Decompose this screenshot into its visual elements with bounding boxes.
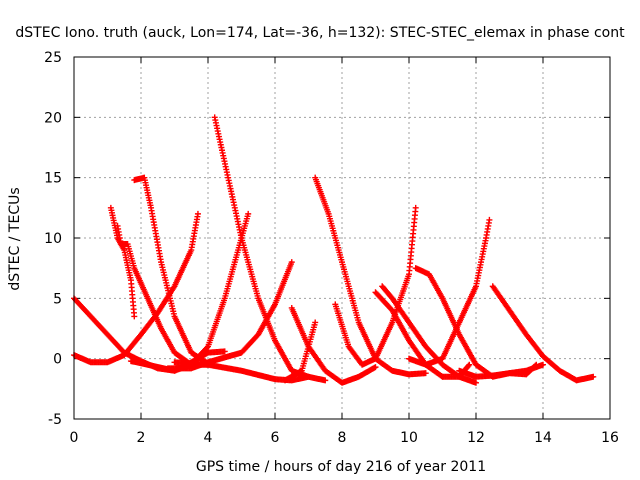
- data-series-track: [114, 222, 211, 368]
- y-axis-label: dSTEC / TECUs: [7, 187, 23, 290]
- data-series-track: [332, 204, 419, 368]
- y-tick-label: 5: [53, 291, 62, 307]
- data-series-track: [131, 174, 211, 367]
- data-point-marker: [412, 204, 419, 211]
- data-point-marker: [305, 373, 312, 380]
- chart-title: dSTEC Iono. truth (auck, Lon=174, Lat=-3…: [15, 25, 625, 41]
- data-series-track: [489, 283, 597, 384]
- data-point-marker: [204, 344, 211, 351]
- x-tick-label: 16: [601, 430, 619, 446]
- data-point-marker: [322, 377, 329, 384]
- x-tick-label: 14: [534, 430, 552, 446]
- grid: [74, 57, 610, 419]
- data-point-marker: [486, 216, 493, 223]
- y-tick-label: 10: [44, 231, 62, 247]
- data-point-marker: [221, 348, 228, 355]
- data-series: [71, 114, 597, 386]
- x-tick-label: 0: [70, 430, 79, 446]
- x-tick-label: 2: [137, 430, 146, 446]
- data-series-track: [439, 361, 473, 380]
- data-series-track: [312, 174, 429, 378]
- data-series-track: [171, 359, 312, 384]
- data-point-marker: [540, 361, 546, 368]
- x-tick-label: 8: [338, 430, 347, 446]
- x-tick-label: 10: [400, 430, 418, 446]
- data-point-marker: [372, 364, 379, 371]
- data-point-marker: [532, 362, 539, 369]
- data-point-marker: [466, 361, 473, 368]
- data-series-track: [107, 204, 138, 320]
- y-tick-label: 15: [44, 171, 62, 187]
- y-tick-label: 0: [53, 352, 62, 368]
- x-tick-label: 4: [204, 430, 213, 446]
- tick-labels: 0 2 4 6 8 10 12 14 16 -5 0 5 10 15 20 25: [44, 50, 619, 446]
- data-series-track: [71, 210, 201, 366]
- plot-border: [73, 56, 611, 420]
- x-tick-label: 6: [271, 430, 280, 446]
- data-point-marker: [288, 259, 295, 266]
- data-point-marker: [194, 210, 201, 217]
- data-point-marker: [312, 319, 319, 326]
- data-point-marker: [533, 361, 540, 368]
- data-series-track: [282, 319, 319, 384]
- data-point-marker: [422, 370, 429, 377]
- data-point-marker: [245, 210, 252, 217]
- y-tick-label: -5: [48, 412, 62, 428]
- data-series-track: [406, 216, 493, 368]
- data-series-track: [211, 114, 329, 384]
- data-point-marker: [465, 362, 472, 369]
- x-tick-label: 12: [467, 430, 485, 446]
- y-tick-label: 25: [44, 50, 62, 66]
- data-point-marker: [590, 373, 597, 380]
- data-point-marker: [473, 379, 479, 386]
- y-tick-label: 20: [44, 110, 62, 126]
- data-point-marker: [131, 313, 138, 320]
- x-axis-label: GPS time / hours of day 216 of year 2011: [196, 459, 486, 475]
- data-series-track: [164, 259, 295, 372]
- data-series-track: [288, 304, 379, 386]
